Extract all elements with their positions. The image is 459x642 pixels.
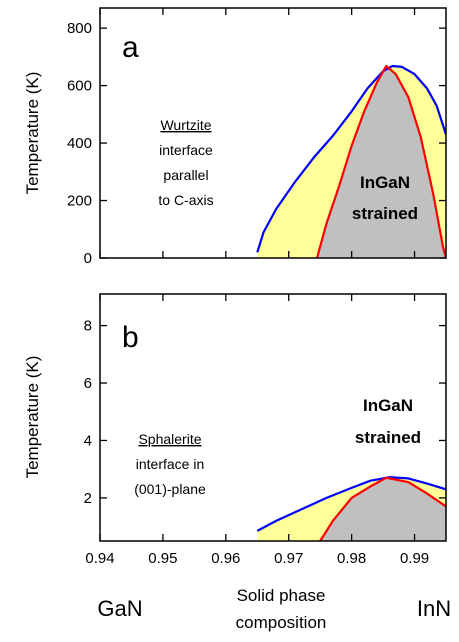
series-0-line-a xyxy=(256,64,446,253)
y-tick-label-a: 800 xyxy=(67,20,92,37)
x-tick-label: 0.94 xyxy=(85,550,114,567)
note-sphalerite: Sphalerite xyxy=(138,431,201,447)
x-end-right: InN xyxy=(417,596,451,621)
panel-a: 0 200 400 600 800 a Temperature (K) Wurtzite… xyxy=(23,7,447,267)
y-tick-label-b: 8 xyxy=(84,318,92,335)
series-1-line-a xyxy=(315,64,446,258)
note-interface: interface xyxy=(159,142,213,158)
y-axis-label-a: Temperature (K) xyxy=(23,72,42,195)
panel-b: 2 4 6 8 0.94 0.95 0.96 0.97 0.98 0.99 b Temperat… xyxy=(23,293,447,567)
plot-frame-a xyxy=(99,7,447,259)
note-c-axis: to C-axis xyxy=(158,192,213,208)
y-tick-label-b: 2 xyxy=(84,490,92,507)
region-label-a-line1: InGaN xyxy=(360,173,410,192)
region-label-b-line2: strained xyxy=(355,428,421,447)
note-plane: (001)-plane xyxy=(134,481,206,497)
panel-letter-b: b xyxy=(122,321,139,354)
y-tick-label-a: 200 xyxy=(67,193,92,210)
y-tick-label-a: 600 xyxy=(67,78,92,95)
x-tick-label: 0.97 xyxy=(274,550,303,567)
plot-frame-b xyxy=(99,293,447,542)
x-axis-title-line2: composition xyxy=(236,613,327,632)
x-end-left: GaN xyxy=(97,596,142,621)
y-tick-label-a: 0 xyxy=(84,250,92,267)
y-tick-label-b: 6 xyxy=(84,375,92,392)
note-wurtzite: Wurtzite xyxy=(160,117,211,133)
panel-letter-a: a xyxy=(122,31,139,64)
series-1-line-b xyxy=(319,476,446,541)
y-tick-label-b: 4 xyxy=(84,432,92,449)
x-tick-label: 0.99 xyxy=(400,550,429,567)
y-axis-label-b: Temperature (K) xyxy=(23,356,42,479)
x-tick-label: 0.98 xyxy=(337,550,366,567)
series-0-line-b xyxy=(256,476,446,532)
x-tick-label: 0.96 xyxy=(211,550,240,567)
region-label-b-line1: InGaN xyxy=(363,396,413,415)
region-label-a-line2: strained xyxy=(352,204,418,223)
note-parallel: parallel xyxy=(163,167,208,183)
x-tick-label: 0.95 xyxy=(148,550,177,567)
note-interface-in: interface in xyxy=(136,456,204,472)
series-1-area-a xyxy=(317,66,446,258)
y-tick-label-a: 400 xyxy=(67,135,92,152)
series-1-area-b xyxy=(320,477,446,541)
x-axis-title-line1: Solid phase xyxy=(237,586,326,605)
